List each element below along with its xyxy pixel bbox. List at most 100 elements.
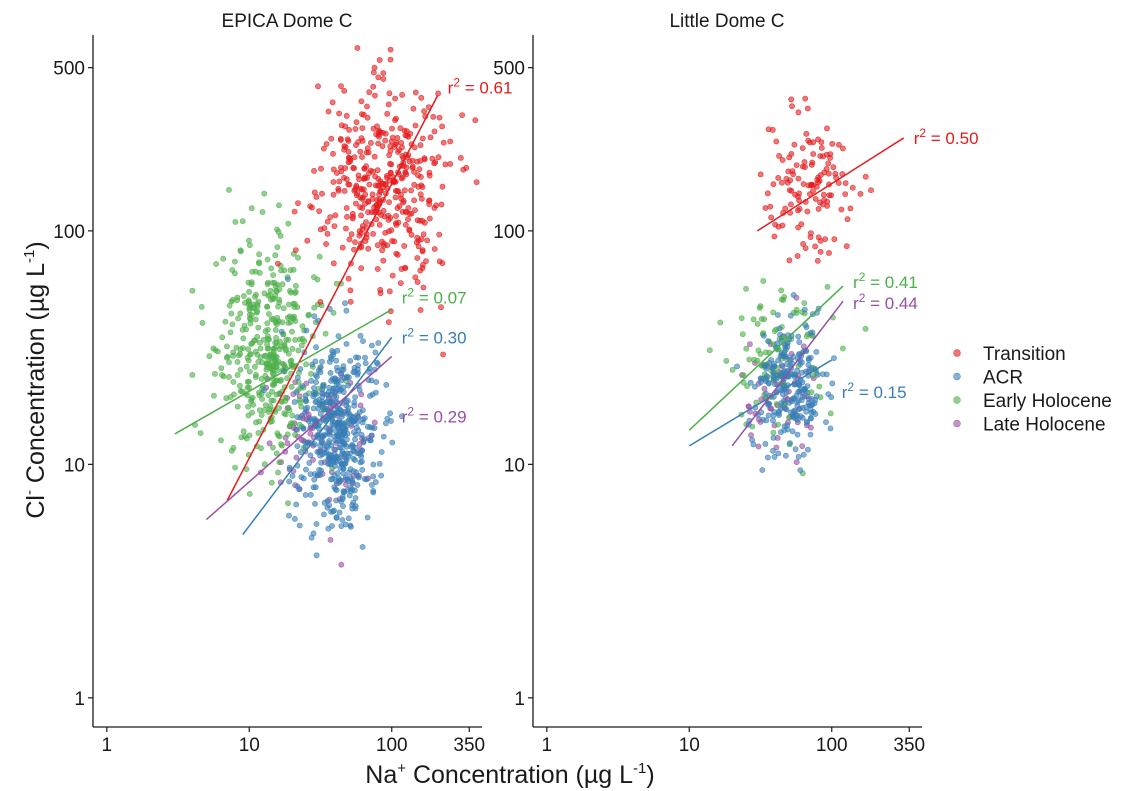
- data-point: [264, 281, 271, 287]
- data-point: [820, 153, 826, 160]
- data-point: [245, 357, 252, 364]
- data-point: [198, 303, 205, 310]
- data-point: [253, 371, 259, 378]
- data-point: [840, 145, 846, 152]
- data-point: [365, 209, 371, 216]
- data-point: [849, 184, 856, 191]
- data-point: [770, 181, 777, 188]
- data-point: [359, 447, 366, 454]
- data-point: [815, 136, 821, 143]
- data-point: [794, 431, 801, 438]
- data-point: [286, 478, 293, 485]
- data-point: [766, 400, 772, 407]
- data-point: [774, 340, 780, 347]
- data-point: [762, 363, 769, 370]
- data-point: [804, 105, 811, 112]
- data-point: [278, 328, 285, 335]
- fit-line: [174, 308, 393, 435]
- data-point: [382, 420, 389, 427]
- data-point: [284, 440, 291, 447]
- data-point: [402, 265, 409, 271]
- data-point: [408, 231, 415, 238]
- data-point: [775, 421, 781, 428]
- data-point: [359, 154, 365, 160]
- data-point: [842, 191, 849, 197]
- data-point: [788, 96, 795, 103]
- data-point: [294, 443, 301, 449]
- data-point: [787, 440, 793, 446]
- data-point: [356, 228, 363, 235]
- data-point: [767, 203, 774, 210]
- data-point: [343, 402, 350, 409]
- data-point: [368, 482, 375, 488]
- data-point: [794, 402, 801, 409]
- data-point: [333, 515, 340, 521]
- data-point: [256, 251, 262, 258]
- data-point: [426, 215, 433, 222]
- data-point: [771, 453, 778, 460]
- data-point: [423, 258, 429, 264]
- data-point: [760, 278, 767, 284]
- r2-label: r2 = 0.07: [402, 286, 467, 308]
- data-point: [365, 245, 372, 252]
- data-point: [364, 114, 371, 121]
- data-point: [472, 117, 479, 124]
- data-point: [295, 200, 301, 206]
- data-point: [296, 421, 303, 428]
- data-point: [307, 491, 314, 498]
- data-point: [331, 472, 338, 479]
- data-point: [234, 372, 241, 378]
- data-point: [824, 283, 831, 290]
- data-point: [339, 495, 346, 502]
- data-point: [366, 170, 372, 176]
- data-point: [264, 256, 271, 263]
- data-point: [330, 260, 337, 267]
- data-point: [394, 205, 401, 211]
- data-point: [311, 385, 317, 391]
- data-point: [310, 405, 317, 412]
- data-point: [313, 398, 320, 405]
- data-point: [828, 394, 835, 401]
- data-point: [816, 177, 823, 184]
- data-point: [744, 383, 750, 389]
- data-point: [331, 223, 338, 229]
- data-point: [274, 281, 281, 288]
- data-point: [197, 430, 204, 436]
- data-point: [376, 460, 383, 467]
- legend-marker: [953, 396, 961, 404]
- data-point: [439, 260, 446, 267]
- data-point: [210, 392, 217, 399]
- data-point: [795, 333, 802, 340]
- data-point: [360, 338, 366, 344]
- data-point: [321, 449, 328, 456]
- data-point: [417, 307, 424, 313]
- data-point: [786, 187, 793, 193]
- legend-label: Early Holocene: [983, 391, 1112, 412]
- y-tick-label: 500: [53, 59, 85, 80]
- data-point: [411, 181, 418, 188]
- data-point: [829, 140, 836, 147]
- data-point: [318, 467, 324, 474]
- data-point: [825, 160, 832, 167]
- data-point: [250, 401, 256, 408]
- legend-label: ACR: [983, 368, 1023, 389]
- data-point: [439, 183, 446, 190]
- data-point: [752, 383, 758, 390]
- data-point: [340, 489, 347, 496]
- data-point: [317, 298, 324, 305]
- data-point: [812, 243, 818, 250]
- data-point: [835, 180, 842, 186]
- data-point: [235, 352, 242, 359]
- data-point: [771, 233, 778, 240]
- data-point: [275, 469, 281, 476]
- data-point: [355, 474, 362, 481]
- data-point: [459, 112, 465, 118]
- data-point: [316, 449, 322, 455]
- data-point: [778, 350, 785, 357]
- data-point: [366, 89, 373, 96]
- data-point: [803, 130, 810, 137]
- data-point: [410, 105, 417, 112]
- data-point: [328, 356, 335, 362]
- data-point: [350, 213, 356, 220]
